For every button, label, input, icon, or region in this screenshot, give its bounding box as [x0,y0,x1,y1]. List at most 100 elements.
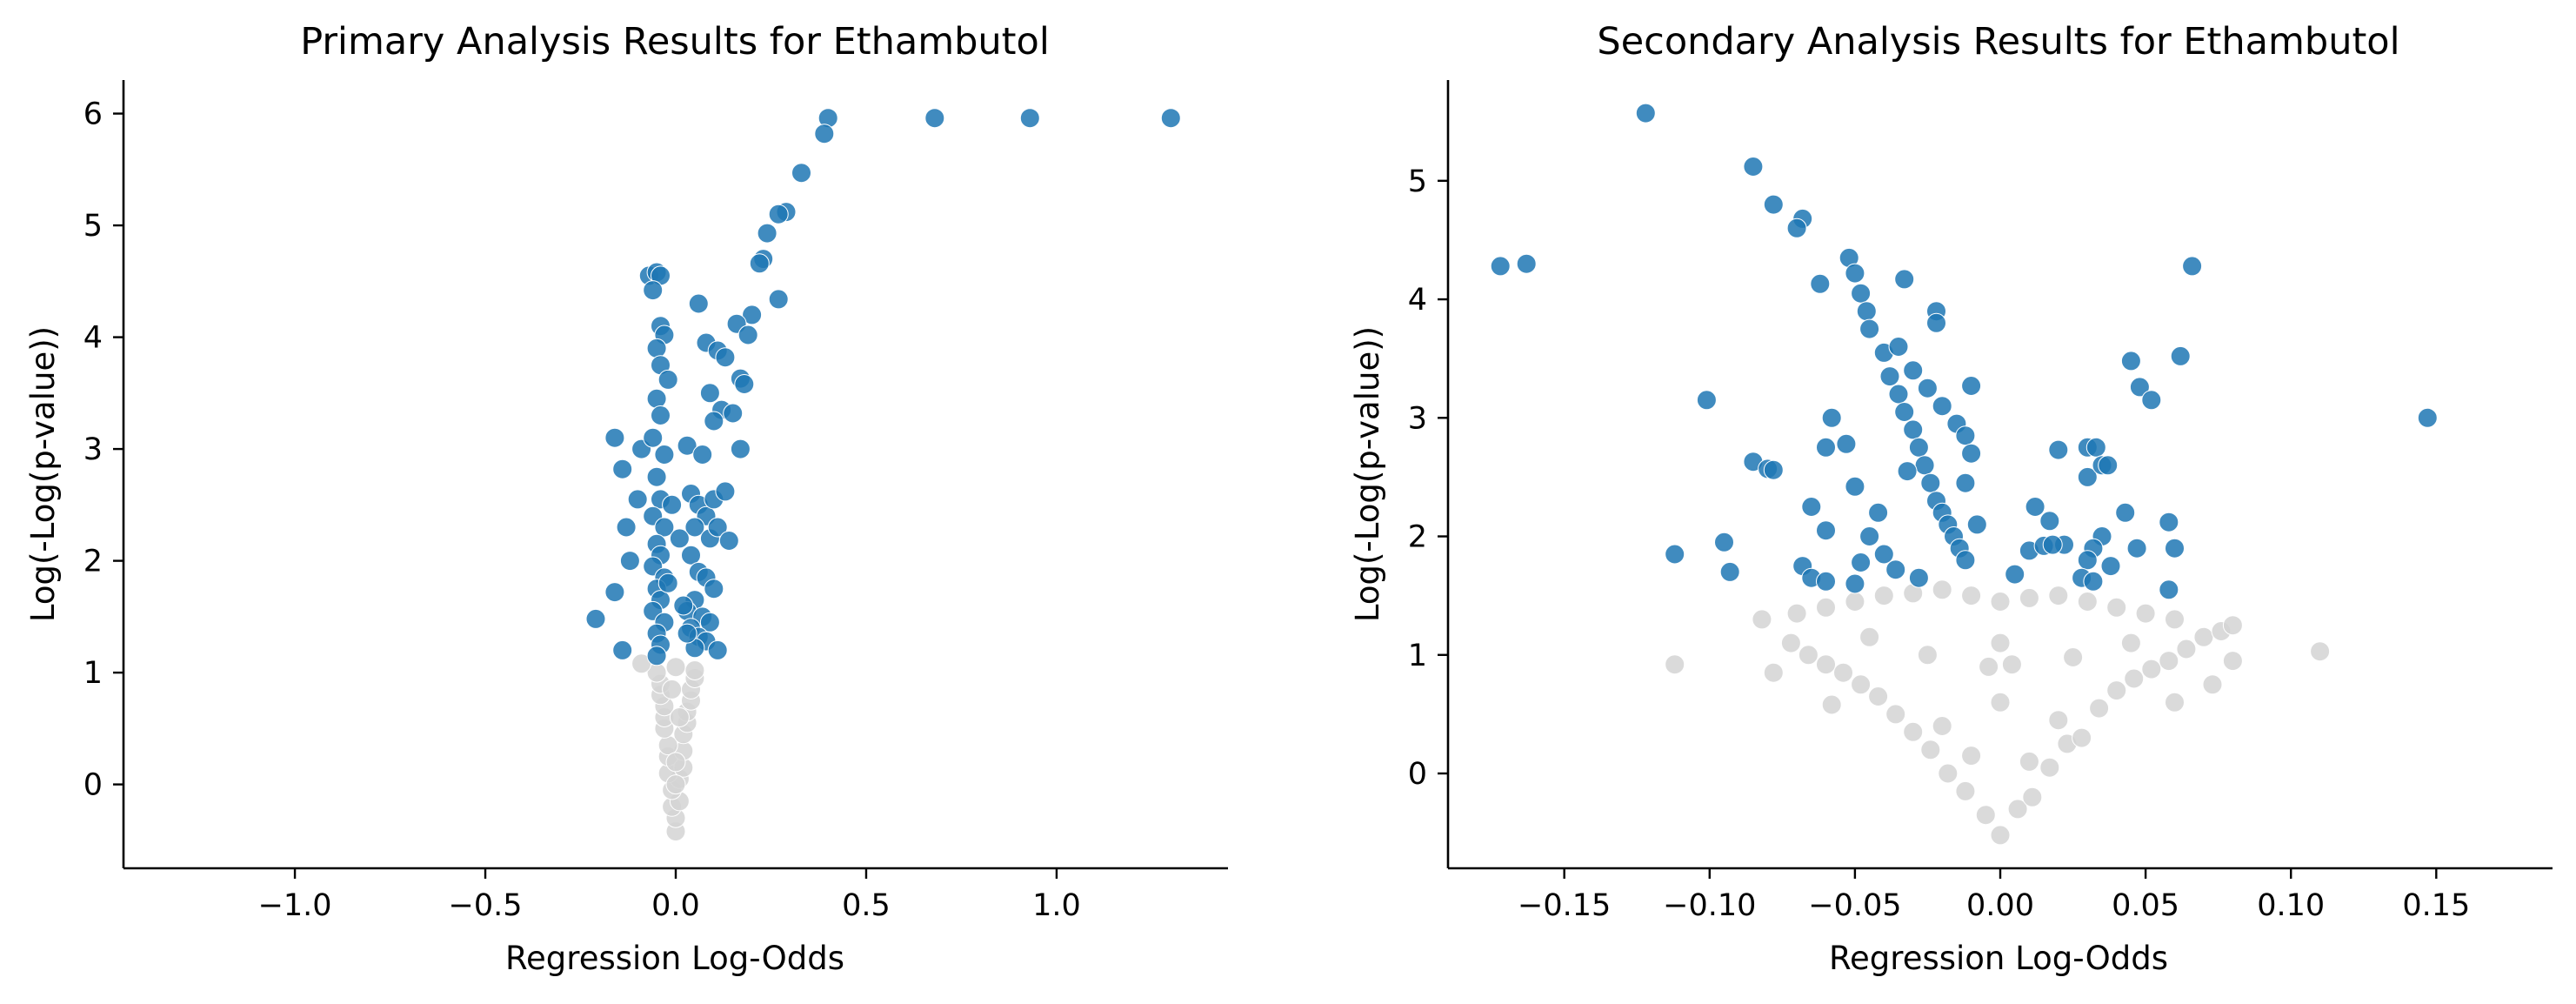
data-point [2022,786,2043,807]
data-point [1879,366,1900,387]
data-point [1833,662,1853,683]
data-point [2048,710,2069,731]
y-tick-label: 6 [83,97,103,132]
data-point [1851,283,1872,304]
data-point [1752,609,1772,630]
data-point [604,582,625,603]
data-point [657,572,678,593]
x-tick-label: −0.10 [1663,888,1756,923]
data-point [2098,455,2119,476]
data-point [707,639,728,660]
data-point [1868,502,1889,523]
data-point [742,305,763,325]
data-point [768,289,789,310]
data-point [2135,603,2156,624]
data-point [2115,502,2136,523]
data-point [665,774,686,795]
data-point [2077,466,2098,487]
y-ticks: 0 1 2 3 4 5 [1408,164,1448,792]
x-tick-label: 1.0 [1032,888,1081,923]
data-point [1810,273,1831,294]
data-point [1885,559,1906,580]
data-point [2063,647,2084,667]
data-point [665,657,686,678]
data-point [718,531,739,551]
data-point [1665,544,1685,565]
data-point [1763,194,1784,215]
data-point [1894,269,1915,290]
data-point [1990,825,2011,846]
data-point [704,411,724,432]
data-point [2165,609,2185,630]
data-point [1845,263,1865,284]
data-point [2025,497,2045,517]
chart-title: Secondary Analysis Results for Ethambuto… [1597,20,2399,64]
data-point [1821,694,1842,715]
data-point [654,445,675,465]
data-point [749,253,770,274]
data-point [768,204,789,224]
data-point [1859,626,1880,647]
data-point [814,124,835,144]
data-point [1894,402,1915,422]
data-point [1926,312,1946,333]
data-point [704,579,724,599]
scatter-points [585,108,1181,842]
y-tick-label: 2 [1408,520,1427,555]
data-point [662,494,683,515]
data-point [657,369,678,390]
data-point [2417,407,2438,428]
data-point [2222,615,2243,636]
data-point [669,707,690,727]
secondary-analysis-panel: Secondary Analysis Results for Ethambuto… [1349,20,2553,977]
data-point [1955,472,1976,493]
data-point [715,347,736,368]
x-axis-label: Regression Log-Odds [1829,940,2168,977]
data-point [2159,579,2179,600]
data-point [723,403,744,424]
data-point [2039,757,2060,778]
data-point [673,595,694,616]
data-point [924,108,945,129]
data-point [2106,597,2127,618]
data-point [734,374,755,394]
data-point [1961,443,1982,464]
data-point [684,517,705,538]
data-point [2310,641,2331,662]
data-point [715,481,736,502]
data-point [2001,654,2022,675]
data-point [1786,603,1807,624]
data-point [1938,763,1959,784]
data-point [619,551,640,572]
data-point [1851,552,1872,572]
data-point [2176,639,2197,659]
y-axis-label: Log(-Log(p-value)) [24,326,62,622]
data-point [677,435,697,456]
data-point [665,752,686,773]
y-tick-label: 5 [83,209,103,244]
data-point [2159,512,2179,532]
y-tick-label: 3 [1408,401,1427,436]
data-point [1845,476,1865,497]
data-point [1859,526,1880,546]
data-point [707,517,728,538]
data-point [662,679,683,699]
data-point [1920,740,1941,760]
data-point [669,528,690,549]
data-point [1019,108,1040,129]
data-point [1932,579,1952,600]
x-tick-label: 0.10 [2257,888,2325,923]
x-tick-label: 0.5 [842,888,891,923]
data-point [2159,651,2179,672]
data-point [2106,680,2127,701]
data-point [2129,377,2150,398]
data-point [1763,459,1784,480]
data-point [1801,497,1822,517]
data-point [1920,472,1941,493]
data-point [2085,437,2106,458]
data-point [692,445,713,465]
data-point [643,280,664,301]
y-tick-label: 3 [83,432,103,467]
data-point [2126,538,2147,559]
data-point [616,517,637,538]
